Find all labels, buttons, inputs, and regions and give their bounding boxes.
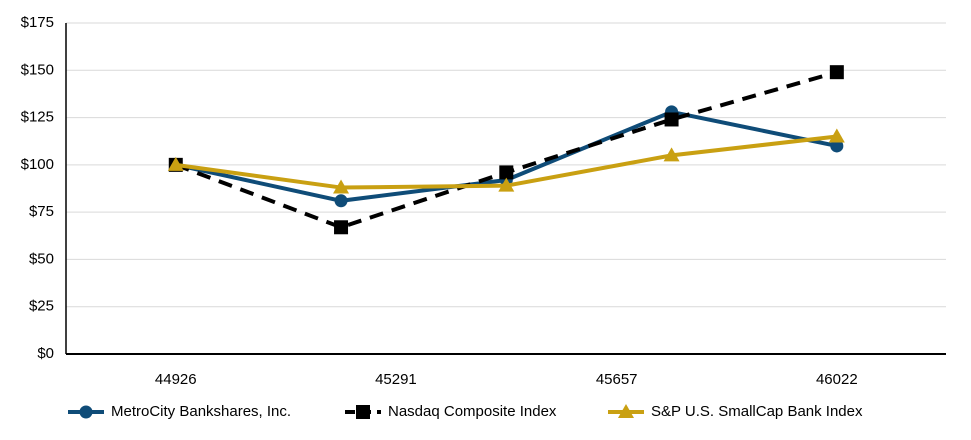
y-tick-label: $0	[37, 345, 54, 362]
legend-label: S&P U.S. SmallCap Bank Index	[651, 403, 863, 420]
y-tick-label: $25	[29, 298, 54, 315]
y-tick-label: $150	[21, 61, 54, 78]
y-tick-label: $125	[21, 109, 54, 126]
x-tick-label: 45657	[596, 371, 638, 388]
legend-label: Nasdaq Composite Index	[388, 403, 557, 420]
data-point	[499, 165, 514, 180]
data-point	[829, 65, 844, 80]
y-tick-label: $50	[29, 250, 54, 267]
data-point	[334, 194, 348, 208]
data-point	[828, 128, 845, 143]
data-point	[830, 139, 844, 153]
data-point	[167, 156, 184, 171]
x-tick-label: 44926	[155, 371, 197, 388]
data-point	[663, 147, 680, 162]
data-point	[334, 220, 349, 235]
x-tick-label: 45291	[375, 371, 417, 388]
y-tick-label: $175	[21, 14, 54, 31]
legend-label: MetroCity Bankshares, Inc.	[111, 403, 291, 420]
x-tick-label: 46022	[816, 371, 858, 388]
legend-marker	[356, 405, 370, 419]
legend-marker	[79, 405, 93, 419]
y-tick-label: $100	[21, 156, 54, 173]
data-point	[333, 179, 350, 194]
y-tick-label: $75	[29, 203, 54, 220]
legend-marker	[618, 404, 634, 418]
data-point	[498, 177, 515, 192]
data-point	[664, 112, 679, 127]
